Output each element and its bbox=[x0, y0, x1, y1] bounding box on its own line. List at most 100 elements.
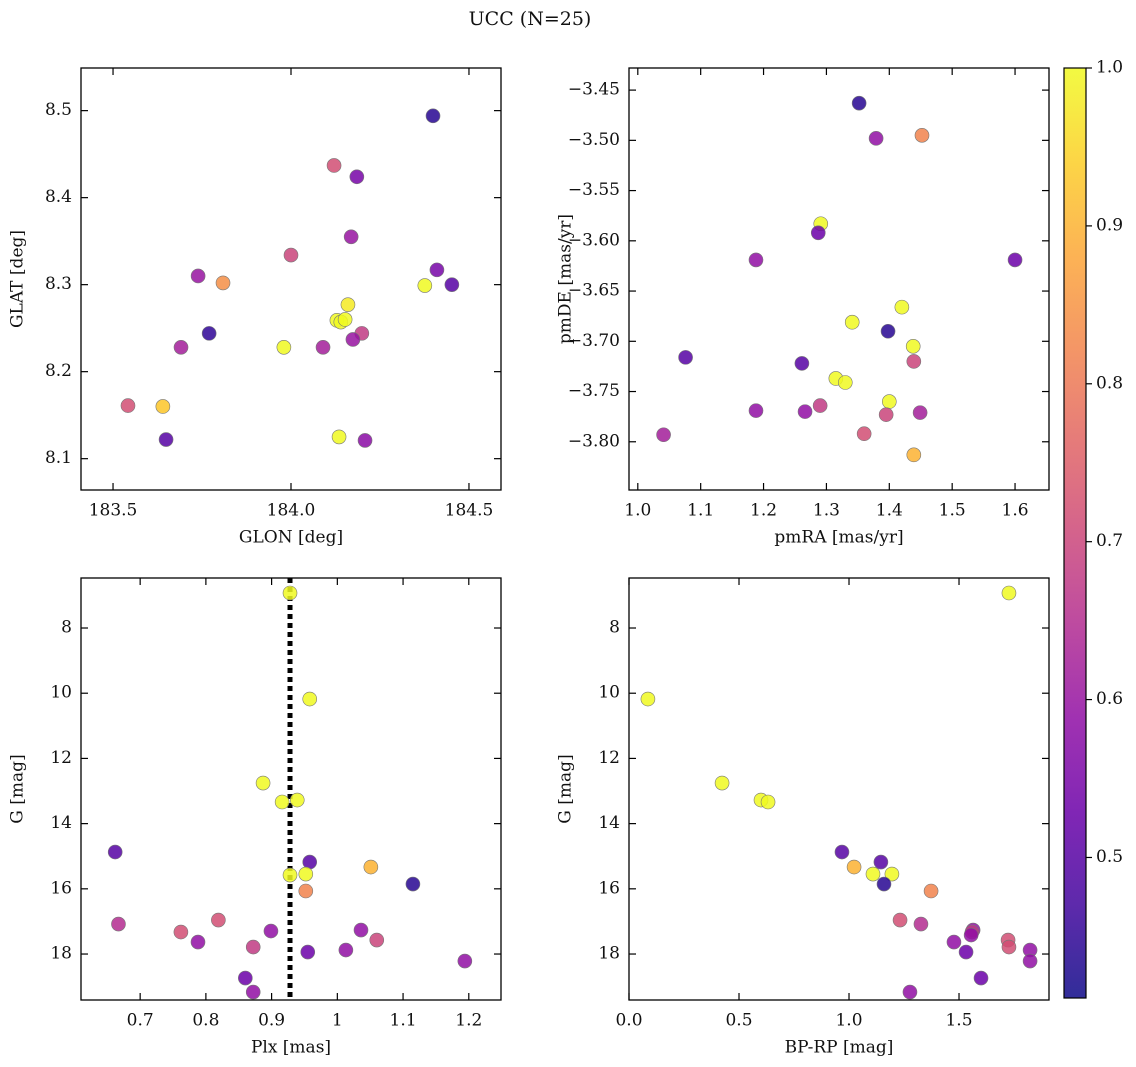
point bbox=[946, 934, 962, 950]
point bbox=[298, 866, 314, 882]
point bbox=[343, 229, 359, 245]
point bbox=[856, 426, 872, 442]
point bbox=[810, 225, 826, 241]
point bbox=[357, 433, 373, 448]
point bbox=[405, 876, 421, 892]
x-tick-label: 1.1 bbox=[390, 1011, 417, 1031]
x-axis-label: BP-RP [mag] bbox=[785, 1038, 894, 1058]
y-tick-label: −3.45 bbox=[568, 80, 620, 100]
point bbox=[880, 323, 896, 339]
y-tick-label: 16 bbox=[50, 878, 72, 898]
point bbox=[238, 970, 253, 986]
y-tick-label: −3.75 bbox=[568, 381, 620, 401]
y-tick-label: 18 bbox=[50, 944, 72, 964]
x-axis-label: Plx [mas] bbox=[251, 1038, 331, 1058]
point bbox=[107, 844, 123, 860]
point bbox=[201, 326, 217, 341]
point bbox=[794, 356, 810, 371]
point bbox=[457, 953, 473, 969]
x-tick-label: 0.7 bbox=[127, 1011, 154, 1031]
y-tick-label: 8.1 bbox=[45, 448, 72, 468]
point bbox=[714, 775, 730, 791]
y-tick-label: 16 bbox=[598, 878, 620, 898]
point bbox=[282, 585, 298, 601]
point bbox=[276, 340, 292, 355]
point bbox=[834, 844, 850, 860]
y-tick-label: −3.80 bbox=[568, 431, 620, 451]
point bbox=[255, 775, 271, 791]
point bbox=[797, 404, 813, 419]
point bbox=[349, 169, 365, 185]
point bbox=[963, 927, 979, 943]
point bbox=[914, 128, 930, 143]
point bbox=[894, 299, 910, 315]
x-tick-label: 1.3 bbox=[813, 501, 840, 521]
point bbox=[369, 932, 385, 948]
y-tick-label: −3.60 bbox=[568, 230, 620, 250]
point bbox=[844, 314, 860, 330]
point bbox=[1001, 939, 1017, 955]
x-tick-label: 183.5 bbox=[89, 501, 138, 521]
point bbox=[111, 916, 126, 932]
colorbar bbox=[1063, 67, 1087, 999]
x-tick-label: 0.9 bbox=[258, 1011, 285, 1031]
point bbox=[837, 375, 853, 390]
y-tick-label: 14 bbox=[598, 813, 620, 833]
point bbox=[345, 332, 361, 347]
x-tick-label: 1.2 bbox=[750, 501, 777, 521]
colorbar-tick-label: 0.9 bbox=[1096, 215, 1123, 235]
colorbar-tick-label: 0.8 bbox=[1096, 373, 1123, 393]
x-tick-label: 1.6 bbox=[1002, 501, 1029, 521]
point bbox=[315, 340, 331, 355]
point bbox=[173, 340, 189, 355]
point bbox=[353, 922, 369, 938]
point bbox=[1001, 585, 1017, 601]
point bbox=[851, 95, 867, 111]
point bbox=[748, 252, 764, 268]
point bbox=[640, 691, 656, 707]
point bbox=[429, 262, 445, 278]
colorbar-tick-label: 0.5 bbox=[1096, 847, 1123, 867]
point bbox=[656, 427, 671, 443]
point bbox=[215, 275, 231, 291]
point bbox=[326, 158, 342, 173]
x-tick-label: 1 bbox=[332, 1011, 343, 1031]
x-axis-label: pmRA [mas/yr] bbox=[774, 528, 903, 548]
point bbox=[905, 339, 921, 354]
x-tick-label: 1.5 bbox=[945, 1011, 972, 1031]
x-tick-label: 0.8 bbox=[192, 1011, 219, 1031]
point bbox=[338, 942, 354, 958]
point bbox=[120, 398, 136, 413]
y-tick-label: 8.3 bbox=[45, 274, 72, 294]
plot-frame bbox=[628, 577, 1050, 1001]
point bbox=[211, 912, 226, 928]
point bbox=[846, 859, 862, 875]
plot-frame bbox=[628, 67, 1050, 491]
y-tick-label: 12 bbox=[50, 748, 72, 768]
point bbox=[274, 794, 290, 810]
point bbox=[884, 866, 900, 882]
point bbox=[760, 794, 776, 810]
point bbox=[912, 405, 928, 420]
point bbox=[283, 247, 299, 263]
point bbox=[973, 970, 989, 986]
point bbox=[302, 691, 318, 707]
point bbox=[1022, 953, 1038, 969]
point bbox=[363, 859, 379, 875]
point bbox=[337, 312, 353, 327]
y-axis-label: GLAT [deg] bbox=[8, 230, 28, 328]
point bbox=[923, 883, 939, 899]
point bbox=[289, 792, 305, 808]
y-tick-label: −3.55 bbox=[568, 180, 620, 200]
point bbox=[158, 432, 174, 447]
x-tick-label: 1.5 bbox=[939, 501, 966, 521]
point bbox=[868, 131, 884, 146]
figure-title: UCC (N=25) bbox=[469, 8, 592, 30]
point bbox=[340, 297, 356, 312]
y-tick-label: 8.4 bbox=[45, 187, 72, 207]
point bbox=[906, 354, 922, 369]
y-tick-label: −3.50 bbox=[568, 130, 620, 150]
y-tick-label: 10 bbox=[50, 683, 72, 703]
point bbox=[173, 924, 189, 940]
x-tick-label: 0.5 bbox=[725, 1011, 752, 1031]
